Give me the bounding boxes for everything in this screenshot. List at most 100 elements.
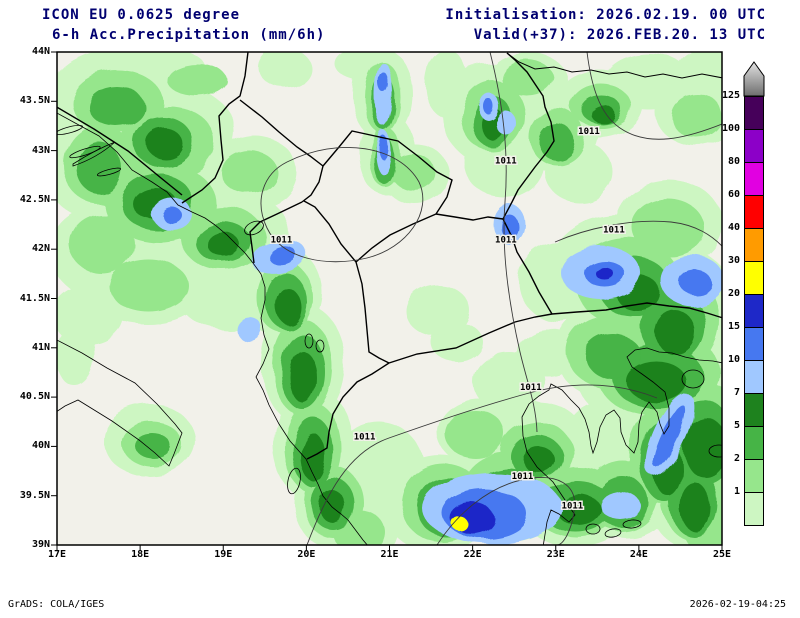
x-axis-label: 17E <box>47 549 67 560</box>
border-segment <box>322 130 453 215</box>
legend-value-label: 80 <box>727 156 740 167</box>
precip-area <box>679 270 711 294</box>
precip-area <box>147 129 183 159</box>
isobar-value-label: 1011 <box>495 156 517 166</box>
border-segment <box>306 362 390 460</box>
island <box>585 523 601 535</box>
precip-area <box>405 284 469 336</box>
isobar-value-label: 1011 <box>512 472 534 482</box>
island <box>57 124 83 136</box>
y-axis-label: 40N <box>31 440 50 452</box>
precip-area <box>633 200 705 256</box>
y-axis-label: 40.5N <box>19 391 50 403</box>
isobar-line <box>586 52 722 140</box>
island <box>96 167 122 177</box>
island <box>69 145 101 159</box>
lake-skadar <box>244 220 264 236</box>
border-segment <box>249 201 303 264</box>
precip-area <box>109 260 189 312</box>
legend-color-box <box>744 195 764 229</box>
legend-value-label: 7 <box>733 387 740 398</box>
precip-area <box>290 351 316 403</box>
precip-area <box>259 52 311 88</box>
isobar-value-label: 1011 <box>495 235 517 245</box>
precip-area <box>301 433 325 481</box>
precip-area <box>600 491 640 519</box>
precip-area <box>596 268 614 280</box>
y-axis-label: 39N <box>31 539 50 550</box>
legend-value-label: 40 <box>727 222 740 233</box>
precip-area <box>627 362 687 402</box>
x-axis-label: 20E <box>297 549 316 560</box>
y-axis-label: 41N <box>31 341 50 353</box>
isobar-line <box>554 220 722 247</box>
precip-area <box>57 322 95 386</box>
coastline-balkan-adriatic <box>57 112 368 545</box>
legend-color-box <box>744 327 764 361</box>
precip-area <box>557 494 601 526</box>
axis-tick-marks <box>51 51 723 551</box>
x-axis-label: 19E <box>214 549 233 560</box>
model-title: ICON EU 0.0625 degree <box>42 7 241 23</box>
precip-area <box>497 112 517 136</box>
legend-gradient-cap <box>743 61 765 97</box>
y-axis-label: 43.5N <box>19 95 50 107</box>
precipitation-map: 1011 1011 1011 1011 1011 1011 1011 1011 1011 <box>51 51 723 551</box>
isobar-line <box>436 477 576 545</box>
precip-area <box>683 417 722 477</box>
precip-area <box>268 245 296 265</box>
border-segment <box>57 106 183 196</box>
y-axis-label: 42N <box>31 243 50 255</box>
country-borders <box>57 52 722 460</box>
border-segment <box>551 302 722 319</box>
precip-area <box>671 94 722 138</box>
legend-color-box <box>744 228 764 262</box>
precip-area <box>653 406 687 468</box>
y-axis-label: 39.5N <box>19 489 50 501</box>
isobar-value-label: 1011 <box>354 433 376 443</box>
legend-color-box <box>744 459 764 493</box>
precip-area <box>135 434 171 458</box>
legend-color-box <box>744 96 764 130</box>
precip-area <box>374 62 392 126</box>
x-axis-label: 24E <box>629 549 648 560</box>
y-axis-label: 44N <box>31 46 50 57</box>
border-segment <box>301 165 324 203</box>
precip-area <box>679 52 722 88</box>
isobar-value-label: 1011 <box>578 127 600 137</box>
legend-value-label: 2 <box>733 453 740 464</box>
y-axis-label: 42.5N <box>19 193 50 205</box>
isobar-line <box>260 146 424 263</box>
plot-frame <box>56 51 723 546</box>
border-segment <box>435 213 504 221</box>
map-plot-area: 1011 1011 1011 1011 1011 1011 1011 1011 1011 <box>51 51 723 551</box>
valid-time: Valid(+37): 2026.FEB.20. 13 UTC <box>473 27 766 43</box>
legend-value-label: 100 <box>721 123 740 134</box>
precip-area <box>163 208 183 224</box>
precip-area <box>484 99 494 115</box>
legend-color-box <box>744 162 764 196</box>
island-corfu <box>287 467 301 495</box>
x-axis-label: 22E <box>463 549 482 560</box>
island <box>622 519 642 529</box>
legend-value-label: 30 <box>727 255 740 266</box>
y-axis-label: 41.5N <box>19 292 50 304</box>
border-segment <box>239 99 324 167</box>
precip-area <box>680 483 710 531</box>
legend-color-box <box>744 426 764 460</box>
precip-area <box>501 60 553 96</box>
legend-color-box <box>744 393 764 427</box>
x-axis-label: 21E <box>380 549 399 560</box>
isobar-contours <box>260 52 722 545</box>
isobar-value-label: 1011 <box>603 225 625 235</box>
isobar-value-label: 1011 <box>520 383 542 393</box>
precip-area <box>655 310 695 354</box>
precip-area <box>70 214 134 274</box>
precip-area <box>585 334 641 378</box>
legend-color-box <box>744 492 764 526</box>
y-axis-label: 43N <box>31 144 50 156</box>
legend-color-box <box>744 294 764 328</box>
lake-ohrid <box>304 333 314 349</box>
initialisation-time: Initialisation: 2026.02.19. 00 UTC <box>445 7 766 23</box>
legend-value-label: 10 <box>727 354 740 365</box>
